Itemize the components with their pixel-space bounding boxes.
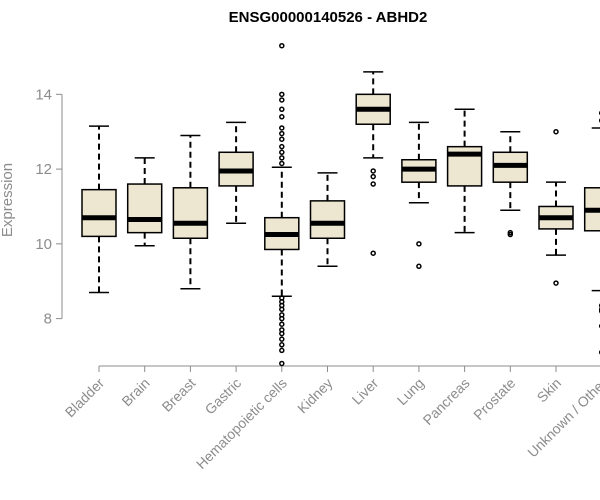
outlier-point <box>279 336 285 342</box>
outlier-point <box>279 130 285 137</box>
outlier-point <box>279 136 285 142</box>
outlier-point <box>279 360 285 367</box>
box-skin <box>538 128 574 286</box>
box-lung <box>401 121 437 270</box>
y-tick-label: 12 <box>35 161 52 178</box>
outlier-point <box>370 181 376 187</box>
outlier-point <box>279 315 285 322</box>
outlier-point <box>279 321 285 327</box>
box-iqr <box>126 183 163 234</box>
outlier-point <box>507 231 514 238</box>
outlier-point <box>279 160 285 167</box>
y-axis: 8 10 12 14 <box>35 86 63 328</box>
box-bladder <box>81 125 117 294</box>
x-tick-label: Pancreas <box>420 375 473 428</box>
box-brain <box>126 157 163 247</box>
y-tick-label: 10 <box>35 236 52 253</box>
x-tick-label: Skin <box>534 375 565 406</box>
x-tick-label: Lung <box>394 375 427 408</box>
box-breast <box>172 134 209 290</box>
x-tick-label: Prostate <box>470 375 518 423</box>
outlier-point <box>279 125 285 131</box>
box-gastric <box>218 121 254 225</box>
outlier-point <box>279 342 285 348</box>
x-tick-label: Kidney <box>294 375 336 417</box>
x-tick-label: Hematopoietic cells <box>193 375 290 472</box>
x-tick-label: Bladder <box>62 375 108 421</box>
outlier-point <box>370 250 376 256</box>
outlier-point <box>279 155 285 161</box>
outlier-point <box>553 128 559 135</box>
x-tick-label: Liver <box>349 375 382 408</box>
box-iqr <box>172 187 209 240</box>
chart-title: ENSG00000140526 - ABHD2 <box>229 9 428 26</box>
box-iqr <box>81 188 117 238</box>
box-unknown-other <box>583 110 600 355</box>
box-iqr <box>309 200 346 239</box>
box-pancreas <box>446 108 483 234</box>
outlier-point <box>279 143 285 150</box>
outlier-point <box>370 168 376 174</box>
outlier-point <box>279 347 285 354</box>
outlier-point <box>279 97 285 103</box>
y-tick-label: 8 <box>44 311 52 328</box>
outlier-point <box>279 42 285 49</box>
outlier-point <box>370 173 376 180</box>
x-tick-label: Brain <box>118 375 152 409</box>
box-hematopoietic-cells <box>264 42 300 367</box>
x-tick-label: Breast <box>159 375 199 415</box>
outlier-point <box>416 263 422 270</box>
outlier-point <box>416 241 422 247</box>
outlier-point <box>279 306 285 313</box>
outlier-point <box>279 114 285 120</box>
x-tick-label: Gastric <box>202 375 245 418</box>
y-tick-label: 14 <box>35 86 52 103</box>
outlier-point <box>279 106 285 113</box>
box-liver <box>355 71 391 256</box>
y-axis-label: Expression <box>0 163 16 237</box>
box-series <box>81 42 600 367</box>
outlier-point <box>553 280 559 286</box>
box-kidney <box>309 172 346 268</box>
outlier-point <box>279 330 285 337</box>
box-prostate <box>492 130 529 238</box>
outlier-point <box>279 149 285 156</box>
outlier-point <box>279 91 285 98</box>
